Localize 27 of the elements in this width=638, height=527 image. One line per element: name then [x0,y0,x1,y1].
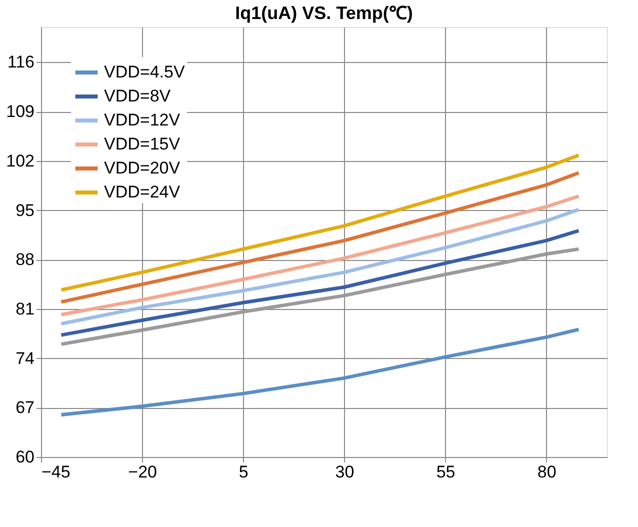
line-series [59,328,580,416]
legend-label: VDD=4.5V [104,62,186,82]
chart-title: Iq1(uA) VS. Temp(℃) [235,3,413,23]
y-tick-label: 81 [16,299,34,318]
y-tick-label: 109 [6,102,34,122]
legend-label: VDD=8V [104,86,172,106]
x-tick-label: 5 [238,462,248,482]
y-tick-label: 67 [16,398,34,418]
x-tick-label: 80 [537,462,556,482]
line-series [59,228,580,337]
x-tick-label: 30 [335,462,354,482]
x-tick-label: −45 [42,462,70,482]
legend-label: VDD=20V [104,158,181,178]
legend-label: VDD=15V [104,134,181,154]
line-series [59,247,580,346]
y-tick-label: 95 [16,200,34,220]
y-tick-label: 102 [6,151,34,170]
x-tick-label: −20 [128,462,157,482]
y-tick-label: 88 [16,250,34,270]
legend-label: VDD=24V [104,182,181,202]
line-series [59,154,580,292]
y-tick-label: 74 [16,348,34,368]
legend-label: VDD=12V [104,110,181,130]
line-series [59,208,580,326]
x-tick-label: 55 [436,462,456,482]
y-tick-label: 116 [7,52,34,72]
y-tick-label: 60 [16,448,34,466]
